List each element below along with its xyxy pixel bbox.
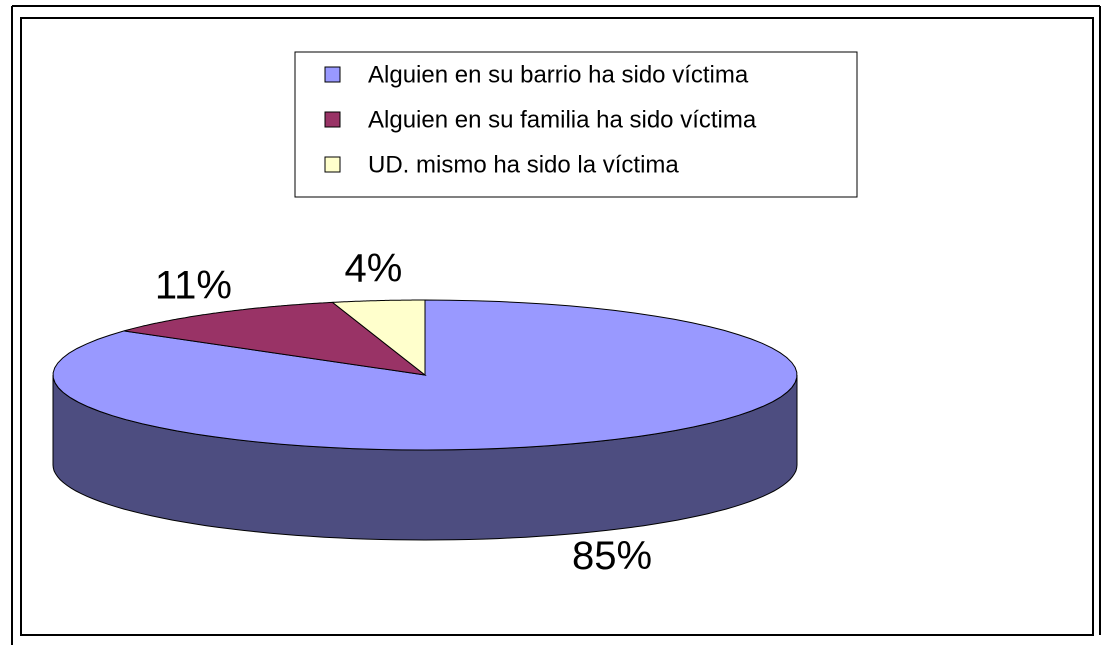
chart-frame xyxy=(20,17,1094,636)
legend-swatch xyxy=(324,156,341,173)
legend-label: Alguien en su barrio ha sido víctima xyxy=(368,61,749,88)
data-label: 85% xyxy=(572,534,652,578)
data-label: 4% xyxy=(344,246,402,290)
pie-slice xyxy=(123,301,427,376)
legend-box xyxy=(294,51,858,198)
legend-label: Alguien en su familia ha sido víctima xyxy=(368,106,757,133)
legend-swatch xyxy=(324,66,341,83)
legend-label: UD. mismo ha sido la víctima xyxy=(368,151,679,178)
data-label: 11% xyxy=(155,264,232,308)
pie-slice xyxy=(331,299,426,377)
legend-swatch xyxy=(324,111,341,128)
